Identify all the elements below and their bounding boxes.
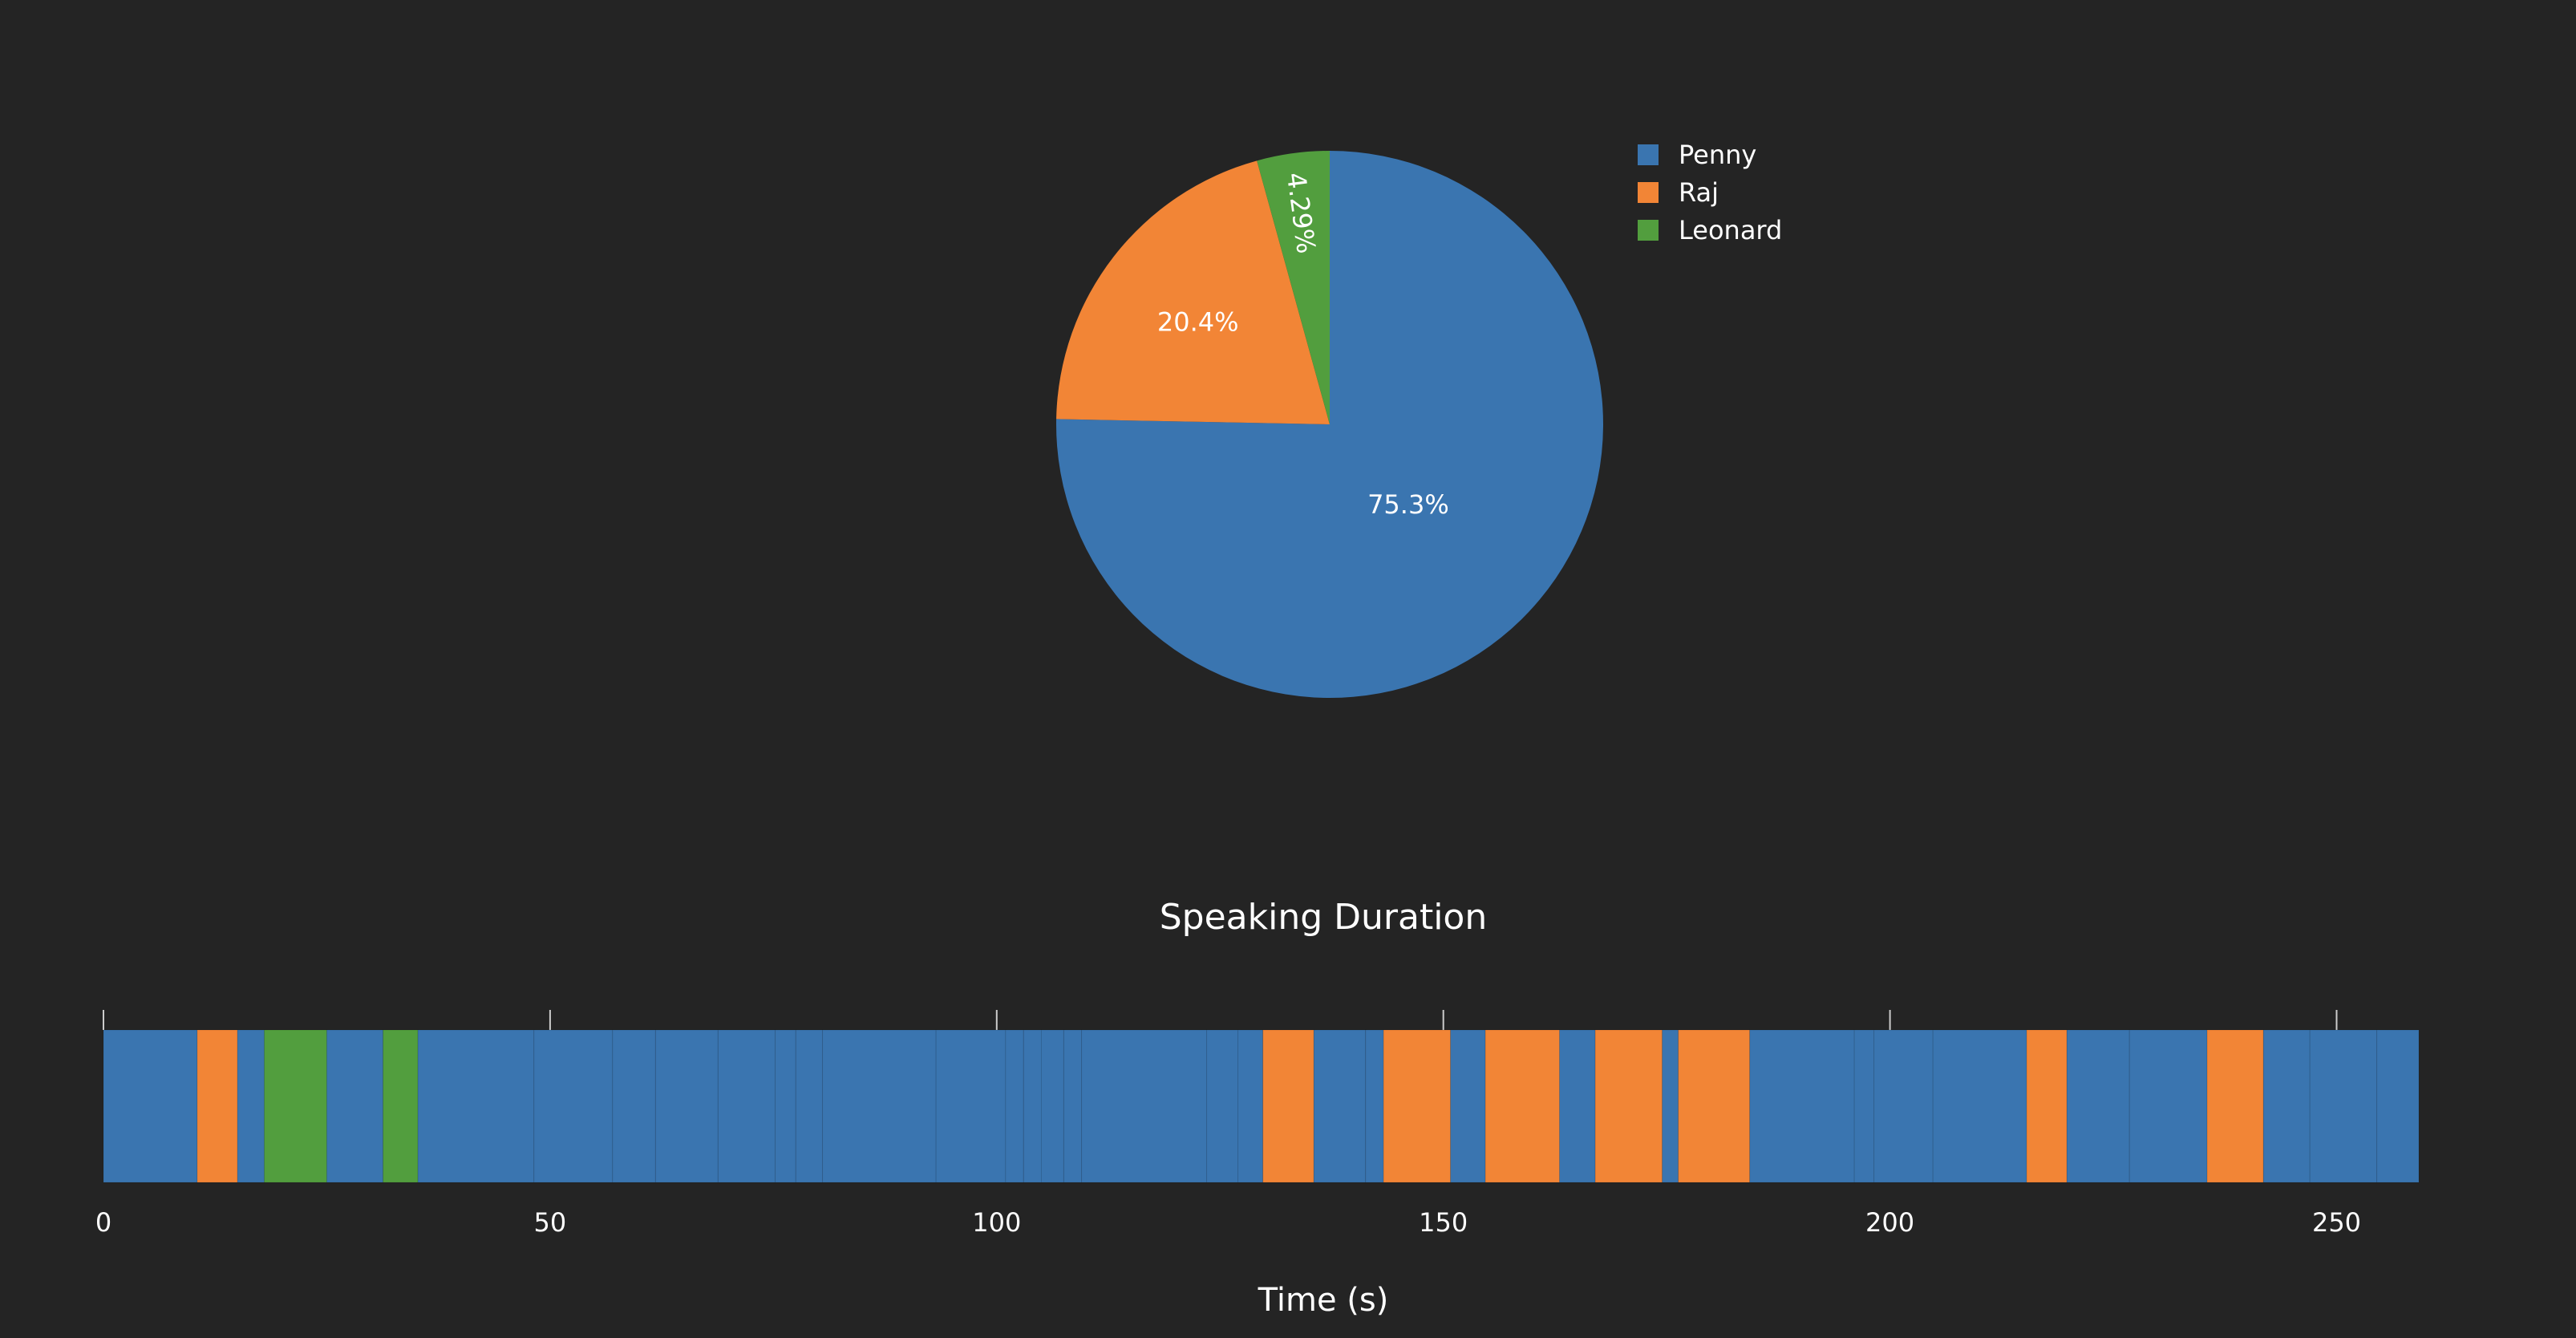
timeline-segment-penny[interactable] <box>822 1029 937 1183</box>
timeline-segment-penny[interactable] <box>1206 1029 1239 1183</box>
timeline-segment-raj[interactable] <box>2206 1029 2264 1183</box>
timeline-segment-penny[interactable] <box>1853 1029 1875 1183</box>
timeline-segment-penny[interactable] <box>2376 1029 2420 1183</box>
timeline-segment-penny[interactable] <box>417 1029 535 1183</box>
pie-value-labels: 75.3%20.4%4.29% <box>1157 170 1449 519</box>
legend-label-leonard: Leonard <box>1679 215 1782 245</box>
x-tick-label: 150 <box>1419 1207 1468 1238</box>
pie-label-raj: 20.4% <box>1157 306 1239 337</box>
timeline-segment-raj[interactable] <box>1594 1029 1663 1183</box>
legend[interactable]: Penny Raj Leonard <box>1638 140 1782 245</box>
timeline-segment-penny[interactable] <box>1237 1029 1264 1183</box>
x-axis-ticks <box>103 1010 2338 1030</box>
legend-label-raj: Raj <box>1679 177 1719 208</box>
timeline-segment-penny[interactable] <box>1873 1029 1934 1183</box>
legend-swatch-raj <box>1638 182 1659 203</box>
timeline-segment-penny[interactable] <box>1559 1029 1596 1183</box>
timeline-segment-penny[interactable] <box>1365 1029 1384 1183</box>
timeline-title: Speaking Duration <box>1160 897 1488 938</box>
timeline-segment-penny[interactable] <box>1662 1029 1679 1183</box>
timeline-segment-penny[interactable] <box>717 1029 776 1183</box>
timeline-segment-penny[interactable] <box>1005 1029 1024 1183</box>
timeline-segment-penny[interactable] <box>1041 1029 1064 1183</box>
legend-label-penny: Penny <box>1679 140 1756 170</box>
timeline-segment-penny[interactable] <box>1081 1029 1208 1183</box>
legend-item-penny[interactable]: Penny <box>1638 140 1756 170</box>
timeline-segment-raj[interactable] <box>1383 1029 1452 1183</box>
timeline-segment-penny[interactable] <box>1450 1029 1486 1183</box>
timeline-segment-leonard[interactable] <box>383 1029 419 1183</box>
timeline-segment-penny[interactable] <box>103 1029 198 1183</box>
legend-swatch-penny <box>1638 144 1659 165</box>
legend-item-leonard[interactable]: Leonard <box>1638 215 1782 245</box>
pie-chart <box>1055 151 1603 698</box>
timeline-segment-penny[interactable] <box>1023 1029 1043 1183</box>
timeline-bars <box>103 1029 2420 1183</box>
timeline-segment-raj[interactable] <box>1262 1029 1314 1183</box>
timeline-segment-penny[interactable] <box>795 1029 824 1183</box>
timeline-segment-raj[interactable] <box>196 1029 238 1183</box>
timeline-segment-raj[interactable] <box>1678 1029 1751 1183</box>
timeline-segment-penny[interactable] <box>1749 1029 1855 1183</box>
x-tick-label: 250 <box>2312 1207 2361 1238</box>
timeline-segment-leonard[interactable] <box>263 1029 327 1183</box>
timeline-segment-penny[interactable] <box>237 1029 265 1183</box>
timeline-segment-penny[interactable] <box>533 1029 614 1183</box>
timeline-segment-penny[interactable] <box>775 1029 796 1183</box>
pie-slice-penny[interactable] <box>1055 151 1603 698</box>
x-tick-label: 100 <box>972 1207 1021 1238</box>
x-axis-tick-labels: 0 50 100 150 200 250 <box>95 1207 2361 1238</box>
timeline-segment-penny[interactable] <box>2309 1029 2378 1183</box>
timeline-segment-raj[interactable] <box>1484 1029 1561 1183</box>
timeline-segment-penny[interactable] <box>1063 1029 1083 1183</box>
timeline-segment-penny[interactable] <box>2066 1029 2130 1183</box>
timeline-segment-penny[interactable] <box>2128 1029 2208 1183</box>
pie-label-penny: 75.3% <box>1367 489 1449 520</box>
pie-slice-leonard[interactable] <box>1257 151 1330 424</box>
x-tick-label: 50 <box>534 1207 567 1238</box>
timeline-segment-penny[interactable] <box>612 1029 656 1183</box>
timeline-segment-penny[interactable] <box>654 1029 719 1183</box>
timeline-segment-penny[interactable] <box>1313 1029 1367 1183</box>
x-tick-label: 0 <box>95 1207 111 1238</box>
timeline-segment-penny[interactable] <box>2262 1029 2311 1183</box>
pie-slice-raj[interactable] <box>1056 160 1330 424</box>
timeline-segment-penny[interactable] <box>1932 1029 2027 1183</box>
legend-item-raj[interactable]: Raj <box>1638 177 1719 208</box>
timeline-segment-penny[interactable] <box>935 1029 1007 1183</box>
x-axis-title: Time (s) <box>1258 1282 1389 1319</box>
legend-swatch-leonard <box>1638 220 1659 241</box>
x-tick-label: 200 <box>1865 1207 1914 1238</box>
timeline-segment-raj[interactable] <box>2026 1029 2068 1183</box>
timeline-segment-penny[interactable] <box>326 1029 384 1183</box>
